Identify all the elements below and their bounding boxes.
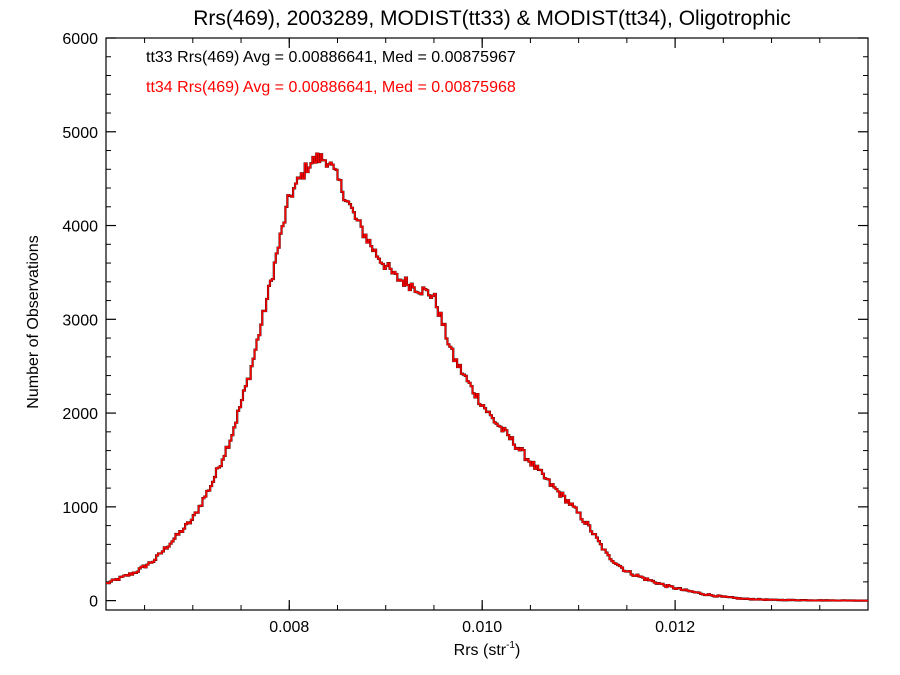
series-tt34-line: [106, 152, 868, 602]
x-axis-label-sup: -1: [506, 640, 515, 651]
y-tick-label: 3000: [62, 312, 98, 329]
series-tt33-line: [106, 152, 868, 602]
y-tick-label: 0: [89, 594, 98, 611]
y-tick-label: 4000: [62, 219, 98, 236]
plot-frame: [105, 37, 869, 611]
x-axis-label-end: ): [515, 642, 520, 659]
x-axis-ticks: 0.008 0.010 0.012: [144, 38, 821, 636]
x-tick-label: 0.008: [269, 619, 309, 636]
x-tick-label: 0.012: [655, 619, 695, 636]
x-axis-label-main: Rrs (str: [454, 642, 507, 659]
y-axis-ticks: 0 1000 2000 3000 4000 5000 6000: [62, 31, 868, 611]
y-tick-label: 5000: [62, 125, 98, 142]
y-tick-label: 6000: [62, 31, 98, 48]
y-axis-label: Number of Observations: [25, 235, 42, 408]
x-axis-label: Rrs (str-1): [454, 640, 521, 659]
series-group: [106, 152, 868, 602]
annotation-tt34: tt34 Rrs(469) Avg = 0.00886641, Med = 0.…: [146, 79, 516, 96]
chart-title: Rrs(469), 2003289, MODIST(tt33) & MODIST…: [193, 7, 791, 30]
y-tick-label: 2000: [62, 406, 98, 423]
y-tick-label: 1000: [62, 500, 98, 517]
annotation-tt33: tt33 Rrs(469) Avg = 0.00886641, Med = 0.…: [146, 49, 516, 66]
x-tick-label: 0.010: [462, 619, 502, 636]
